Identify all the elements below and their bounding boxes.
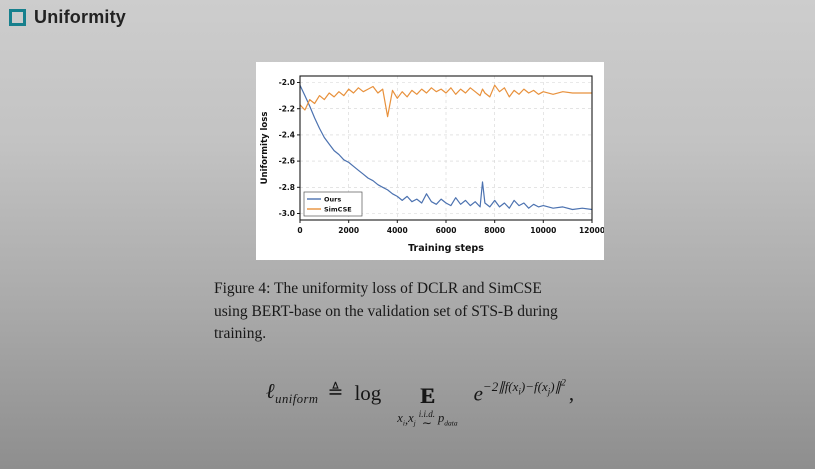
svg-text:Training steps: Training steps <box>408 243 484 254</box>
svg-text:0: 0 <box>297 226 302 235</box>
svg-text:-2.8: -2.8 <box>279 183 295 192</box>
svg-text:-2.4: -2.4 <box>279 131 295 140</box>
svg-text:Uniformity loss: Uniformity loss <box>260 112 270 185</box>
uniformity-loss-chart-panel: 0 2000 4000 6000 8000 10000 12000 -2.0 -2.2 -2.4 -… <box>256 62 604 260</box>
svg-text:Ours: Ours <box>324 196 341 204</box>
svg-text:-3.0: -3.0 <box>279 209 295 218</box>
formula-exponential: e−2∥f(xi)−f(xj)∥2 <box>473 378 566 406</box>
slide-title: Uniformity <box>34 7 126 27</box>
uniformity-loss-chart: 0 2000 4000 6000 8000 10000 12000 -2.0 -2.2 -2.4 -… <box>260 75 604 254</box>
svg-text:6000: 6000 <box>436 226 457 235</box>
iid-tilde-stack: i.i.d. ∼ <box>418 409 435 430</box>
svg-text:2000: 2000 <box>338 226 359 235</box>
svg-text:4000: 4000 <box>387 226 408 235</box>
svg-text:SimCSE: SimCSE <box>324 206 352 214</box>
uniformity-loss-formula: ℓuniform ≜ log E xi, xj i.i.d. ∼ pdata e−… <box>140 372 700 429</box>
formula-log: log <box>354 381 382 405</box>
svg-text:-2.2: -2.2 <box>279 104 295 113</box>
caption-line-1: Figure 4: The uniformity loss of DCLR an… <box>214 280 542 297</box>
formula-lhs: ℓuniform <box>265 379 319 407</box>
svg-text:-2.0: -2.0 <box>279 78 295 87</box>
formula-defeq-symbol: ≜ <box>327 382 344 403</box>
caption-line-2: using BERT-base on the validation set of… <box>214 302 558 320</box>
checkbox-bullet-icon <box>9 9 26 26</box>
svg-text:8000: 8000 <box>484 226 505 235</box>
slide-header: Uniformity <box>9 7 126 28</box>
svg-text:10000: 10000 <box>530 226 556 235</box>
svg-text:-2.6: -2.6 <box>279 157 295 166</box>
expectation-symbol: E <box>420 383 435 408</box>
figure-caption: Figure 4: The uniformity loss of DCLR an… <box>214 278 624 346</box>
expectation-subscript: xi, xj i.i.d. ∼ pdata <box>397 409 458 430</box>
formula-trailing-comma: , <box>568 381 575 405</box>
caption-line-3: training. <box>214 325 267 342</box>
formula-expectation: E xi, xj i.i.d. ∼ pdata <box>397 383 458 430</box>
svg-text:12000: 12000 <box>579 226 604 235</box>
